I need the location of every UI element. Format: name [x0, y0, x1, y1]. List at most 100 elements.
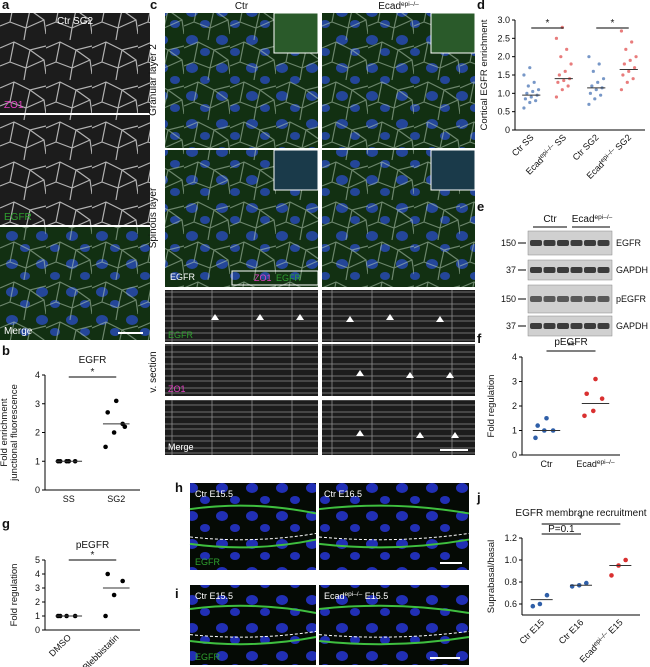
data-point	[622, 62, 626, 66]
x-tick-label: Ctr SG2	[571, 132, 601, 162]
panel-letter: g	[2, 516, 10, 531]
x-tick-label-part: Ctr SS	[510, 132, 536, 158]
data-point	[584, 391, 589, 397]
y-tick-label: 3	[512, 377, 517, 387]
blot-band	[597, 296, 610, 302]
data-point	[634, 55, 638, 59]
blot-strip	[527, 315, 613, 337]
protein-label: EGFR	[616, 238, 642, 248]
data-point	[533, 435, 538, 441]
cell-borders	[0, 227, 150, 340]
data-point	[563, 69, 567, 73]
blot-band	[543, 296, 556, 302]
data-point	[113, 398, 119, 404]
data-point	[522, 73, 526, 77]
arrowhead	[296, 314, 304, 320]
data-point	[593, 97, 597, 101]
image-label: Ecadepi–/– E15.5	[324, 591, 388, 602]
data-point	[628, 58, 632, 62]
image-label-part: epi–/–	[345, 591, 363, 598]
data-point	[566, 84, 570, 88]
x-tick-label: SG2	[107, 494, 125, 504]
image-label-part: Ecad	[324, 591, 345, 601]
data-point	[623, 557, 628, 563]
basal-line	[189, 630, 317, 638]
chart-title: EGFR membrane recruitment	[515, 508, 646, 519]
panel-letter: e	[477, 199, 484, 214]
blot-band	[530, 240, 542, 246]
blot-band	[570, 296, 583, 302]
data-point	[633, 66, 637, 70]
data-point	[619, 88, 624, 92]
section-texture	[322, 344, 475, 396]
data-point	[591, 69, 595, 73]
data-point	[544, 415, 549, 421]
section-texture	[165, 400, 318, 455]
data-point	[594, 88, 598, 92]
blot-band	[543, 240, 556, 246]
mw-label: 150	[501, 294, 516, 304]
row-label: Granular layer 2	[148, 44, 159, 116]
blot-band	[557, 267, 569, 273]
data-point	[535, 423, 540, 428]
section-texture	[165, 344, 318, 396]
blot-band	[530, 267, 542, 273]
y-tick-label: 2.0	[497, 52, 510, 62]
data-point	[105, 571, 110, 577]
y-tick-label: 4	[512, 352, 517, 362]
data-point	[529, 95, 533, 99]
data-point	[599, 396, 605, 401]
column-header-part: Ecad	[378, 1, 401, 12]
nuclei	[190, 585, 316, 665]
x-tick-label: Ctr	[541, 459, 553, 469]
arrowhead	[256, 314, 264, 320]
x-tick-label-part: SG2	[612, 132, 634, 154]
blot-band	[584, 267, 596, 273]
arrowhead	[386, 314, 394, 320]
data-point	[590, 408, 596, 414]
arrowhead	[346, 316, 354, 322]
image-label: Ctr E15.5	[195, 489, 233, 499]
y-tick-label: 1.0	[504, 555, 517, 565]
column-header: Ctr	[235, 1, 249, 12]
data-point	[536, 88, 541, 92]
data-point	[587, 102, 591, 106]
data-point	[554, 36, 559, 40]
blot-band	[557, 240, 569, 246]
x-tick-label-part: Ctr SG2	[571, 132, 601, 162]
data-point	[120, 578, 125, 584]
data-point	[599, 93, 603, 97]
data-point	[609, 573, 614, 578]
legend-egfr: EGFR	[170, 272, 196, 282]
x-tick-label: Ecadepi–/–	[576, 459, 615, 470]
data-point	[601, 77, 606, 81]
data-point	[526, 84, 530, 88]
arrowhead	[436, 316, 444, 322]
chart-title: EGFR	[79, 355, 107, 366]
arrowhead	[451, 432, 459, 438]
data-point	[582, 413, 587, 419]
y-tick-label: 2	[512, 401, 517, 411]
data-point	[587, 55, 591, 59]
x-tick-label: Ctr SS	[510, 132, 536, 158]
data-point	[621, 73, 625, 77]
column-header: Ecadepi–/–	[378, 1, 419, 13]
cell-borders	[0, 115, 150, 225]
nuclei	[319, 483, 469, 570]
membrane-signal	[189, 604, 317, 646]
y-tick-label: 4	[35, 370, 40, 380]
y-tick-label: 0	[505, 125, 510, 135]
stain-label: ZO1	[4, 100, 24, 111]
data-point	[569, 62, 573, 66]
basal-line	[189, 532, 317, 541]
stain-label: EGFR	[4, 212, 32, 223]
data-point	[111, 430, 117, 435]
panel-letter: h	[175, 480, 183, 495]
y-tick-label: 0	[35, 625, 40, 635]
data-point	[103, 613, 108, 619]
data-point	[559, 55, 563, 59]
x-tick-label-part: Ctr	[541, 459, 553, 469]
x-tick-label: Blebbistatin	[81, 632, 121, 667]
data-point	[565, 47, 569, 51]
